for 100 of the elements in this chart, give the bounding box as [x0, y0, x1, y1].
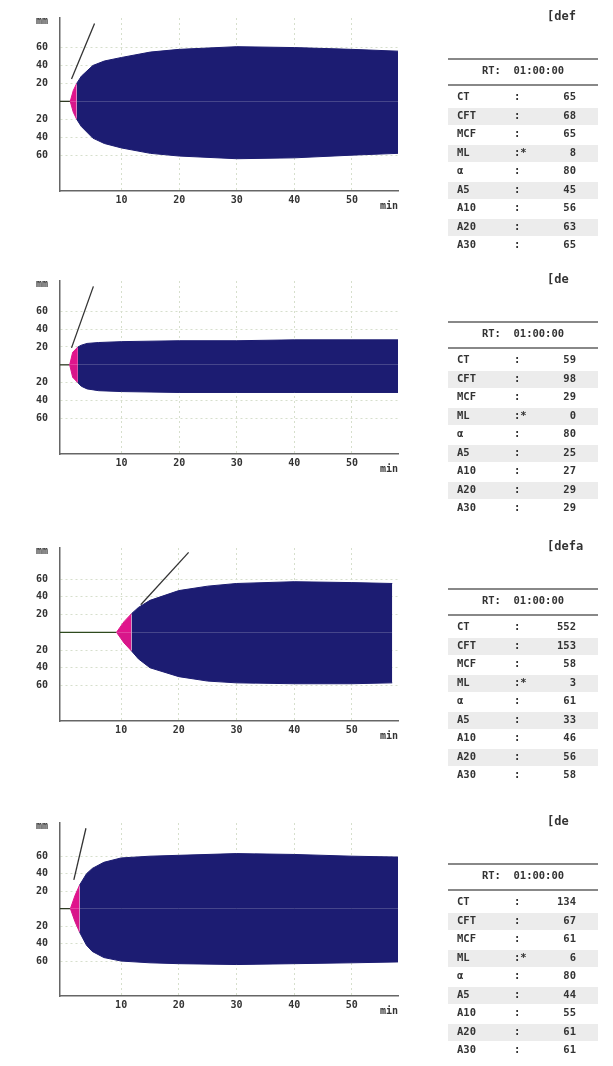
- text: CT: [457, 353, 470, 365]
- y-tick-label: 60: [35, 679, 48, 691]
- text: A10: [457, 1006, 476, 1018]
- text: CFT: [457, 371, 476, 384]
- text: 134: [557, 895, 576, 907]
- text: 61: [563, 694, 576, 706]
- text: 67: [563, 913, 576, 926]
- text: 65: [563, 90, 576, 102]
- text: 44: [563, 987, 576, 1000]
- x-tick-label: 40: [288, 998, 301, 1010]
- text: :: [514, 987, 521, 1000]
- text: 552: [557, 620, 576, 632]
- text: :: [514, 1024, 521, 1037]
- y-tick-label: 20: [35, 608, 48, 620]
- text: A5: [457, 182, 470, 195]
- text: RT: 01:00:00: [480, 869, 566, 881]
- text: 29: [563, 482, 576, 495]
- text: α: [457, 694, 464, 706]
- text: CT: [457, 620, 470, 632]
- y-tick-label: 20: [35, 643, 48, 655]
- text: 61: [563, 1024, 576, 1037]
- text: :: [514, 731, 521, 743]
- x-tick-label: 20: [173, 193, 186, 205]
- text: 61: [563, 932, 576, 944]
- x-tick-label: 10: [115, 723, 128, 735]
- text: RT: 01:00:00: [480, 64, 566, 76]
- y-tick-label: 40: [35, 322, 48, 334]
- text: α: [457, 969, 464, 981]
- text: :: [514, 201, 521, 213]
- text: MCF: [457, 127, 476, 139]
- text: A30: [457, 1043, 476, 1055]
- x-tick-label: 50: [345, 456, 358, 468]
- text: :: [514, 1006, 521, 1018]
- text: 29: [563, 501, 576, 513]
- text: 8: [569, 145, 576, 158]
- text: :: [514, 638, 521, 651]
- text: :: [514, 501, 521, 513]
- text: 59: [563, 353, 576, 365]
- x-tick-label: 10: [115, 998, 128, 1010]
- text: 25: [563, 445, 576, 458]
- text: 58: [563, 768, 576, 780]
- y-tick-label: 40: [35, 867, 48, 879]
- text: CFT: [457, 913, 476, 926]
- text: :: [514, 768, 521, 780]
- text: ML: [457, 408, 470, 421]
- text: :: [514, 164, 521, 176]
- text: 80: [563, 164, 576, 176]
- text: CT: [457, 90, 470, 102]
- y-tick-label: 20: [35, 376, 48, 388]
- x-tick-label: 30: [230, 456, 243, 468]
- text: 153: [557, 638, 576, 651]
- text: :: [514, 182, 521, 195]
- text: A10: [457, 464, 476, 476]
- text: 46: [563, 731, 576, 743]
- text: :: [514, 127, 521, 139]
- y-tick-label: 40: [35, 394, 48, 406]
- y-tick-label: 60: [35, 148, 48, 160]
- y-tick-label: 60: [35, 572, 48, 584]
- text: 65: [563, 238, 576, 250]
- y-tick-label: 60: [35, 411, 48, 423]
- y-tick-label: 20: [35, 919, 48, 931]
- x-tick-label: 40: [288, 456, 301, 468]
- x-tick-label: 50: [345, 723, 358, 735]
- x-tick-label: 50: [345, 193, 358, 205]
- text: 3: [569, 675, 576, 688]
- x-tick-label: 10: [115, 193, 128, 205]
- text: :: [514, 219, 521, 232]
- text: A5: [457, 712, 470, 725]
- y-tick-label: 40: [35, 130, 48, 142]
- text: 56: [563, 201, 576, 213]
- text: :*: [514, 408, 527, 421]
- text: 65: [563, 127, 576, 139]
- y-tick-label: 40: [35, 661, 48, 673]
- text: :: [514, 895, 521, 907]
- text: A20: [457, 482, 476, 495]
- text: 63: [563, 219, 576, 232]
- x-axis-title: min: [379, 462, 398, 474]
- text: 45: [563, 182, 576, 195]
- x-axis-title: min: [379, 199, 398, 211]
- text: 58: [563, 657, 576, 669]
- text: A10: [457, 731, 476, 743]
- text: 33: [563, 712, 576, 725]
- y-axis-title: mm: [35, 544, 48, 556]
- text: :: [514, 108, 521, 121]
- y-tick-label: 60: [35, 304, 48, 316]
- text: :: [514, 371, 521, 384]
- x-axis-title: min: [379, 729, 398, 741]
- y-tick-label: 20: [35, 112, 48, 124]
- text: CFT: [457, 638, 476, 651]
- text: 29: [563, 390, 576, 402]
- x-tick-label: 20: [172, 723, 185, 735]
- text: [de: [547, 272, 569, 286]
- text: 27: [563, 464, 576, 476]
- x-tick-label: 20: [172, 998, 185, 1010]
- text: :: [514, 464, 521, 476]
- text: 80: [563, 427, 576, 439]
- text: ML: [457, 145, 470, 158]
- x-tick-label: 10: [115, 456, 128, 468]
- text: CT: [457, 895, 470, 907]
- y-tick-label: 60: [35, 41, 48, 53]
